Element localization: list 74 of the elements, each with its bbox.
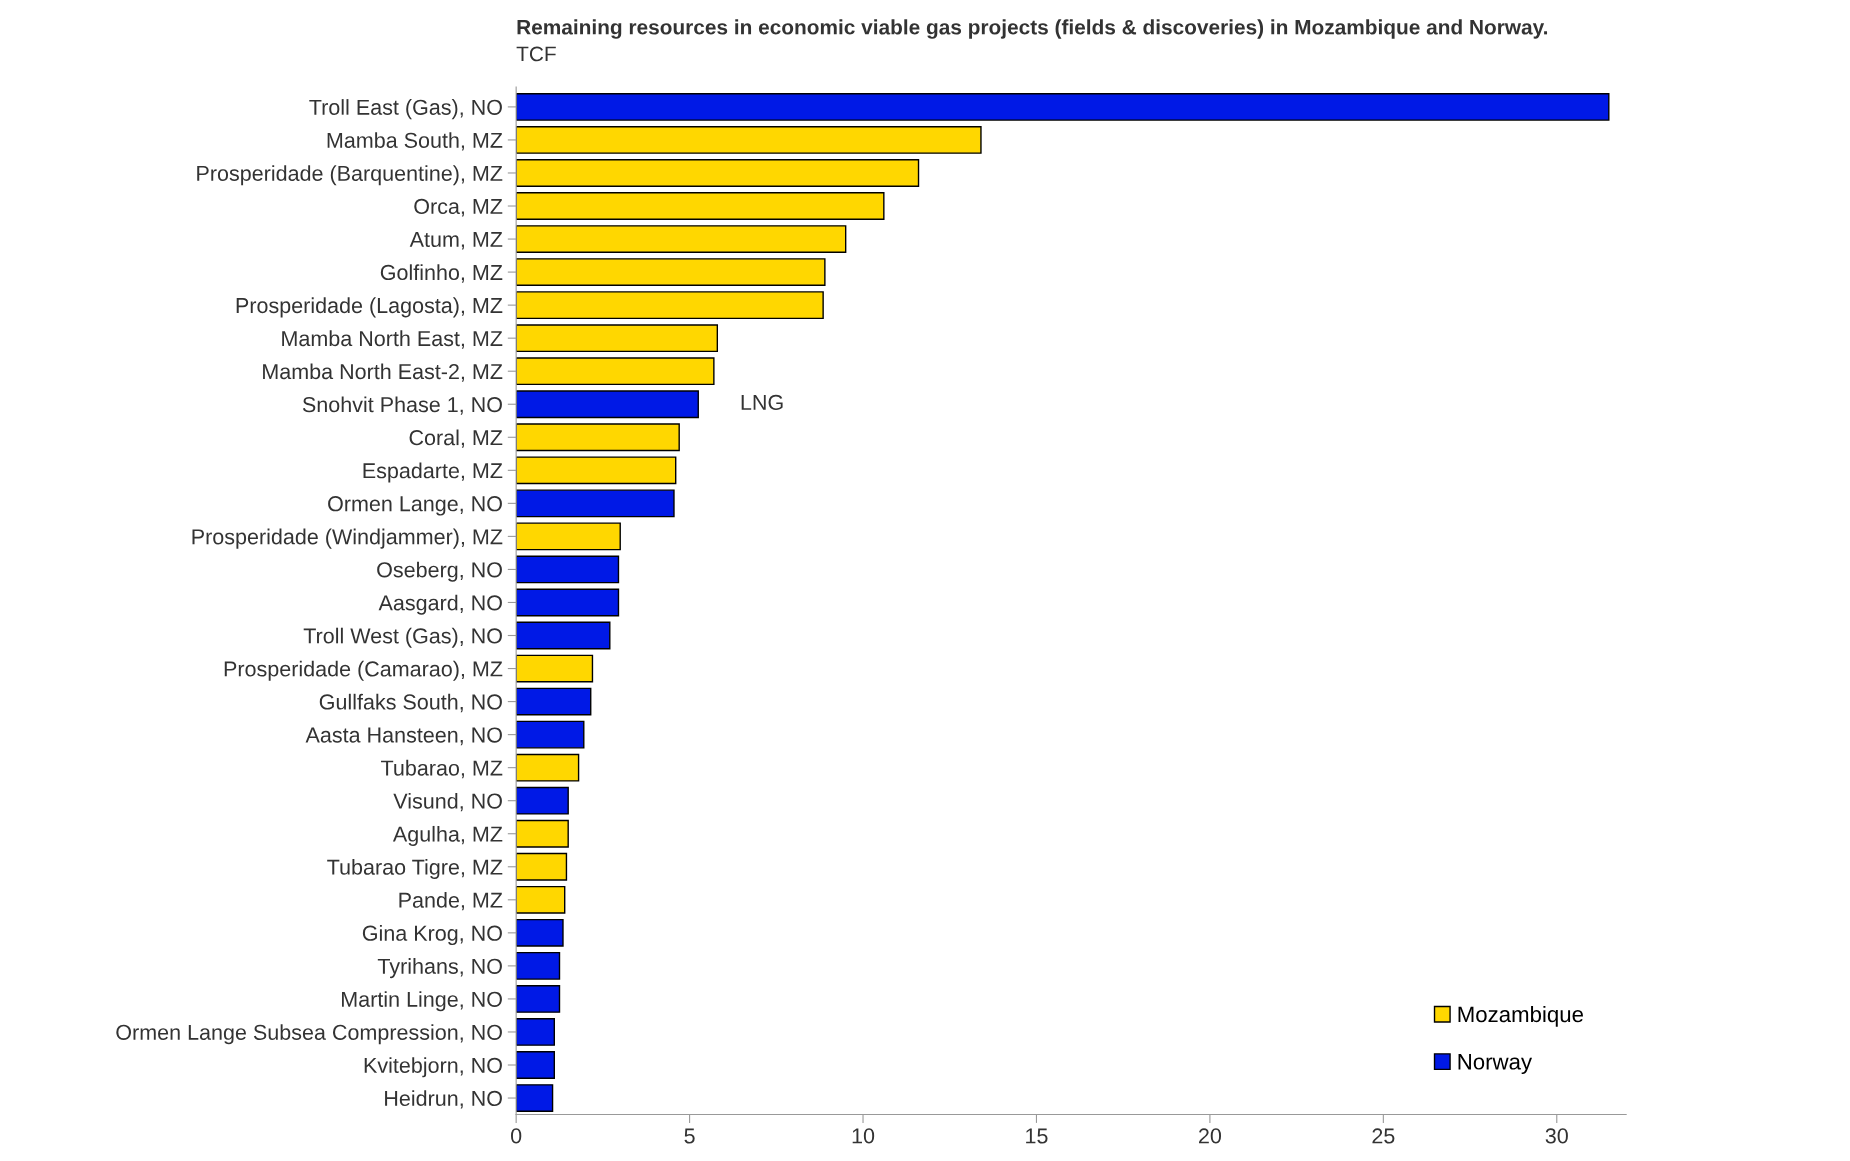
bar bbox=[516, 918, 564, 947]
y-tick-label: Prosperidade (Camarao), MZ bbox=[224, 660, 503, 681]
y-tick-label: Visund, NO bbox=[393, 792, 502, 812]
y-tick-label: Gullfaks South, NO bbox=[319, 693, 502, 713]
y-tick-label: Troll West (Gas), NO bbox=[303, 627, 502, 648]
y-tick-label: Espadarte, MZ bbox=[363, 462, 503, 483]
bar bbox=[516, 819, 569, 848]
bar bbox=[516, 654, 594, 683]
bar bbox=[516, 720, 585, 749]
bar bbox=[516, 753, 580, 782]
x-tick-label: 5 bbox=[684, 1128, 695, 1144]
y-tick-label: Oseberg, NO bbox=[377, 561, 502, 582]
bar bbox=[516, 786, 569, 815]
y-tick-label: Pande, MZ bbox=[399, 892, 503, 911]
bar bbox=[516, 951, 561, 980]
bar bbox=[516, 621, 611, 650]
y-tick-label: Tubarao Tigre, MZ bbox=[327, 858, 503, 880]
x-tick-label: 10 bbox=[852, 1128, 875, 1144]
x-tick-label: 0 bbox=[511, 1128, 522, 1144]
bar bbox=[516, 192, 885, 220]
y-tick-label: Mamba South, MZ bbox=[327, 132, 503, 151]
y-tick-label: Mamba North East, MZ bbox=[282, 330, 503, 349]
x-tick-label: 15 bbox=[1026, 1128, 1048, 1144]
y-tick-label: Ormen Lange, NO bbox=[328, 496, 502, 516]
bar bbox=[516, 92, 1610, 121]
x-tick-label: 20 bbox=[1199, 1128, 1222, 1144]
bar bbox=[516, 291, 824, 320]
bar bbox=[516, 1051, 556, 1079]
bar bbox=[516, 555, 620, 584]
bar bbox=[516, 225, 847, 253]
bar bbox=[516, 126, 982, 154]
bar bbox=[516, 423, 680, 452]
x-tick-label: 30 bbox=[1545, 1128, 1568, 1144]
bar bbox=[516, 1084, 554, 1112]
y-tick-label: Agulha, MZ bbox=[392, 825, 503, 846]
y-tick-label: Coral, MZ bbox=[409, 429, 503, 448]
y-tick-label: Heidrun, NO bbox=[385, 1090, 502, 1109]
bar bbox=[516, 357, 715, 386]
y-tick-label: Mamba North East-2, MZ bbox=[263, 363, 503, 382]
y-tick-label: Aasgard, NO bbox=[378, 594, 502, 615]
y-tick-label: Prosperidade (Barquentine), MZ bbox=[197, 165, 503, 186]
bar bbox=[516, 456, 677, 485]
y-tick-label: Golfinho, MZ bbox=[380, 264, 503, 283]
y-tick-label: Snohvit Phase 1, NO bbox=[302, 396, 502, 415]
bar bbox=[516, 324, 719, 353]
y-tick-label: Tubarao, MZ bbox=[381, 759, 503, 779]
y-tick-label: Aasta Hansteen, NO bbox=[305, 727, 502, 746]
bar bbox=[516, 852, 568, 881]
y-tick-label: Prosperidade (Lagosta), MZ bbox=[236, 297, 503, 318]
y-tick-label: Gina Krog, NO bbox=[362, 925, 502, 946]
bar bbox=[516, 159, 920, 187]
y-tick-label: Tyrihans, NO bbox=[377, 958, 502, 979]
bar bbox=[516, 390, 699, 419]
bar bbox=[516, 522, 621, 551]
bar bbox=[516, 985, 561, 1013]
y-tick-label: Kvitebjorn, NO bbox=[364, 1057, 502, 1078]
y-tick-label: Martin Linge, NO bbox=[342, 991, 502, 1012]
legend-label: Mozambique bbox=[1458, 1005, 1583, 1027]
y-tick-label: Prosperidade (Windjammer), MZ bbox=[192, 528, 503, 549]
y-tick-label: Atum, MZ bbox=[409, 232, 503, 250]
chart-title: Remaining resources in economic viable gas projects (fields & discoveries) in Mozambique and Norway. bbox=[517, 19, 1548, 39]
y-tick-label: Orca, MZ bbox=[414, 198, 503, 217]
bar bbox=[516, 258, 826, 286]
x-tick-label: 25 bbox=[1372, 1128, 1395, 1144]
bar bbox=[516, 1018, 556, 1046]
bar bbox=[516, 687, 592, 716]
chart-subtitle: TCF bbox=[516, 46, 556, 62]
bar bbox=[516, 885, 566, 914]
bar bbox=[516, 489, 675, 518]
y-tick-label: Troll East (Gas), NO bbox=[309, 99, 502, 120]
bar bbox=[516, 588, 620, 617]
annotation: LNG bbox=[741, 394, 783, 411]
y-tick-label: Ormen Lange Subsea Compression, NO bbox=[116, 1024, 502, 1045]
legend-label: Norway bbox=[1458, 1054, 1533, 1075]
